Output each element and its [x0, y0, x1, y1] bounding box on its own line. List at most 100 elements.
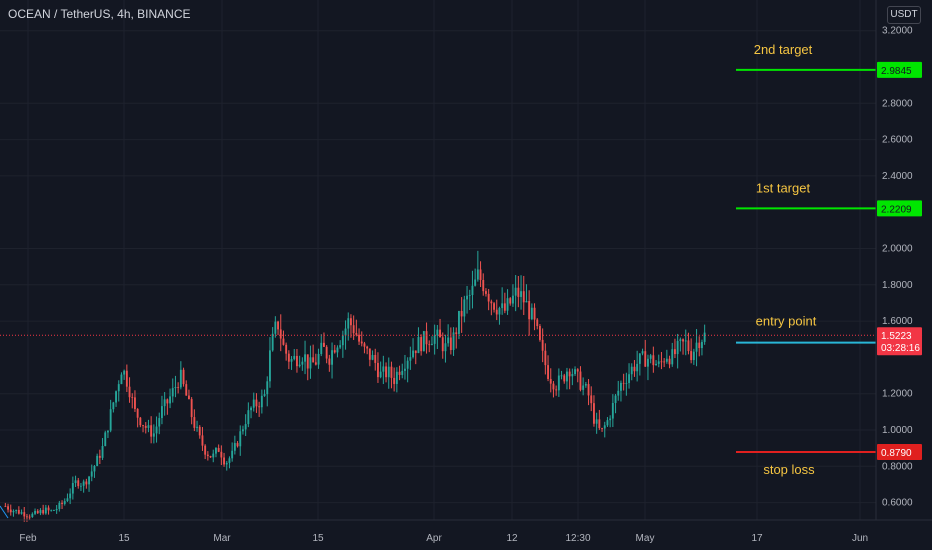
candle-body	[279, 329, 282, 339]
candle-body	[582, 385, 585, 390]
candle-body	[665, 358, 668, 362]
candle-body	[341, 335, 344, 346]
x-tick-label: 17	[751, 533, 763, 544]
candle-body	[601, 428, 603, 429]
candle-body	[23, 512, 26, 517]
candle-body	[701, 341, 703, 349]
candle-body	[136, 408, 139, 418]
candle-body	[379, 371, 382, 378]
candle-body	[441, 337, 444, 352]
candle-body	[134, 397, 136, 409]
candle-body	[495, 309, 498, 315]
candle-body	[611, 402, 614, 419]
last-price-tag-bg	[877, 327, 922, 356]
y-tick-label: 0.6000	[882, 498, 913, 509]
currency-button[interactable]: USDT	[887, 6, 921, 24]
x-tick-label: May	[636, 533, 655, 544]
candle-body	[277, 321, 279, 330]
candle-body	[547, 365, 549, 379]
candle-body	[620, 382, 622, 391]
candle-body	[47, 507, 50, 511]
candle-body	[609, 418, 612, 421]
candle-body	[255, 399, 258, 407]
candle-body	[96, 455, 99, 467]
candle-body	[17, 509, 20, 514]
candle-body	[325, 346, 328, 359]
candle-body	[117, 384, 120, 392]
y-tick-label: 0.8000	[882, 461, 913, 472]
candle-body	[104, 432, 107, 446]
candle-body	[34, 510, 36, 514]
candle-body	[420, 337, 423, 352]
candle-body	[358, 334, 360, 342]
candle-body	[271, 333, 274, 351]
y-tick-label: 1.2000	[882, 389, 913, 400]
x-tick-label: 12:30	[565, 533, 590, 544]
candle-body	[306, 354, 309, 369]
candle-body	[598, 419, 601, 429]
candle-body	[593, 403, 595, 424]
candle-body	[387, 366, 390, 378]
candle-body	[671, 349, 674, 365]
candle-body	[336, 347, 339, 353]
candle-body	[236, 443, 239, 447]
y-tick-label: 2.4000	[882, 171, 913, 182]
candle-body	[331, 350, 333, 365]
candle-body	[617, 390, 620, 396]
candle-body	[455, 332, 458, 334]
candle-body	[185, 384, 188, 396]
candle-body	[120, 374, 123, 385]
time-axis[interactable]: Feb 15 Mar 15 Apr 12 12:30 May 17 Jun	[19, 533, 868, 544]
candle-body	[552, 383, 555, 390]
candle-body	[668, 358, 671, 365]
x-tick-label: Feb	[19, 533, 37, 544]
candle-body	[320, 342, 323, 354]
candle-body	[209, 456, 212, 458]
candle-body	[244, 424, 247, 430]
candle-body	[390, 366, 393, 378]
chart-grid	[0, 0, 876, 520]
candle-body	[644, 351, 647, 367]
candle-body	[541, 339, 544, 351]
candle-body	[468, 295, 471, 296]
candle-body	[90, 471, 93, 477]
last-price-label: 1.5223	[881, 331, 912, 342]
candle-body	[274, 321, 277, 334]
candle-body	[323, 342, 325, 347]
candle-body	[695, 342, 698, 352]
candle-body	[449, 337, 452, 351]
candle-body	[174, 387, 177, 389]
candlestick-series	[0, 250, 876, 522]
candle-body	[44, 507, 47, 514]
candle-body	[360, 341, 363, 344]
candle-body	[179, 369, 182, 388]
candle-body	[144, 425, 147, 428]
candle-body	[93, 466, 96, 472]
candle-body	[676, 340, 679, 355]
candle-body	[188, 395, 190, 400]
candle-body	[460, 310, 463, 317]
candle-body	[107, 430, 109, 433]
candle-body	[684, 340, 687, 342]
candle-body	[493, 303, 495, 310]
price-tag-bg	[877, 61, 922, 78]
candle-body	[622, 382, 625, 384]
candle-body	[50, 510, 53, 512]
candle-body	[660, 361, 663, 363]
candle-body	[139, 417, 142, 426]
candle-body	[490, 301, 493, 304]
candle-body	[28, 516, 31, 518]
candle-body	[549, 378, 552, 384]
price-axis[interactable]: 3.2000 2.8000 2.6000 2.4000 2.0000 1.8000 1.60…	[882, 26, 913, 509]
candle-body	[212, 453, 215, 458]
candle-body	[471, 285, 474, 296]
candle-body	[204, 445, 207, 455]
candle-body	[401, 370, 404, 375]
candle-body	[533, 307, 536, 320]
candle-body	[352, 325, 355, 334]
y-tick-label: 2.8000	[882, 98, 913, 109]
candle-body	[406, 360, 409, 369]
candle-body	[109, 409, 112, 431]
candle-body	[312, 357, 315, 363]
